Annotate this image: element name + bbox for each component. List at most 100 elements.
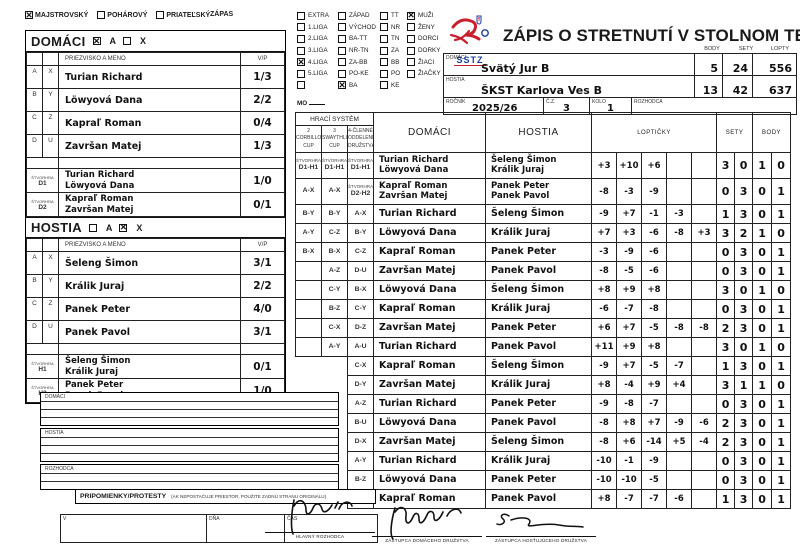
system-code-2: C-Z: [328, 228, 341, 236]
league-option[interactable]: 3.LIGA: [297, 45, 329, 57]
region-option[interactable]: PO-KE: [338, 68, 376, 80]
points-away: 1: [771, 356, 792, 376]
region-option[interactable]: NR-TN: [338, 45, 376, 57]
checkbox-icon[interactable]: [338, 58, 346, 67]
match-type-option[interactable]: POHÁROVÝ: [97, 11, 147, 19]
checkbox-icon[interactable]: [297, 58, 305, 67]
checkbox-icon[interactable]: [297, 34, 305, 43]
checkbox-icon[interactable]: [380, 11, 388, 20]
region-label: VÝCHOD: [349, 23, 376, 31]
doubles-player-2: Završan Matej: [65, 204, 134, 215]
write-line[interactable]: [41, 481, 338, 489]
write-line[interactable]: [41, 417, 338, 425]
league-option[interactable]: 5.LIGA: [297, 68, 329, 80]
checkbox-icon[interactable]: [97, 11, 106, 19]
player-row: C Z Kapraľ Roman 0/4: [26, 111, 285, 135]
checkbox-icon[interactable]: [297, 11, 305, 20]
category-option[interactable]: ŽENY: [407, 22, 441, 34]
checkbox-icon[interactable]: [407, 23, 415, 32]
checkbox-icon[interactable]: [380, 69, 388, 78]
sstz-logo-icon: [449, 15, 489, 45]
checkbox-x-icon[interactable]: [119, 223, 128, 232]
category-option[interactable]: DORCI: [407, 33, 441, 45]
district-option[interactable]: BB: [380, 56, 400, 68]
region-option[interactable]: ZA-BB: [338, 56, 376, 68]
checkbox-icon[interactable]: [407, 11, 415, 20]
region-option[interactable]: ZÁPAD: [338, 10, 376, 22]
checkbox-icon[interactable]: [297, 46, 305, 55]
checkbox-icon[interactable]: [407, 34, 415, 43]
checkbox-icon[interactable]: [338, 34, 346, 43]
checkbox-icon[interactable]: [338, 11, 346, 20]
checkbox-icon[interactable]: [338, 69, 346, 78]
match-type-option[interactable]: PRIATEĽSKÝ: [156, 11, 210, 19]
checkbox-icon[interactable]: [338, 46, 346, 55]
category-option[interactable]: ŽIAČKY: [407, 68, 441, 80]
write-line[interactable]: [41, 453, 338, 461]
league-option[interactable]: 4.LIGA: [297, 56, 329, 68]
district-option[interactable]: PO: [380, 68, 400, 80]
district-option[interactable]: TN: [380, 33, 400, 45]
write-line[interactable]: [41, 401, 338, 409]
checkbox-icon[interactable]: [380, 23, 388, 32]
region-option[interactable]: BA: [338, 80, 376, 92]
checkbox-icon[interactable]: [380, 81, 388, 90]
set-score-1: -10: [591, 451, 618, 471]
checkbox-icon[interactable]: [25, 11, 33, 19]
write-line[interactable]: [41, 473, 338, 481]
region-option[interactable]: BA-TT: [338, 33, 376, 45]
mo-field[interactable]: MO: [297, 99, 325, 107]
write-line[interactable]: [41, 409, 338, 417]
checkbox-icon[interactable]: [380, 46, 388, 55]
category-label: ŽENY: [418, 23, 435, 31]
system-col-swaythling: 3 SWAYTHLING CUP: [321, 125, 348, 153]
checkbox-icon[interactable]: [297, 81, 305, 90]
checkbox-icon[interactable]: [380, 34, 388, 43]
checkbox-a-icon[interactable]: [92, 37, 101, 45]
write-line[interactable]: [41, 445, 338, 453]
checkbox-icon[interactable]: [407, 58, 415, 67]
player-name: Završan Matej: [58, 134, 241, 158]
checkbox-x-icon[interactable]: [123, 37, 132, 45]
hostia-label: HOSTIA: [446, 77, 465, 83]
category-label: MUŽI: [418, 12, 434, 20]
checkbox-icon[interactable]: [380, 58, 388, 67]
district-option[interactable]: NR: [380, 22, 400, 34]
checkbox-icon[interactable]: [297, 23, 305, 32]
set-score-4: -3: [666, 204, 693, 224]
match-type-option[interactable]: MAJSTROVSKÝ: [25, 11, 88, 19]
name-header: PRIEZVISKO A MENO: [58, 238, 241, 252]
league-option[interactable]: EXTRA: [297, 10, 329, 22]
letter-home: D: [26, 320, 43, 344]
league-option[interactable]: [297, 80, 329, 92]
checkbox-icon[interactable]: [407, 46, 415, 55]
set-score-3: -7: [641, 394, 668, 414]
district-option[interactable]: TT: [380, 10, 400, 22]
stvorhra-label: ŠTVORHRA: [296, 157, 322, 163]
sets-home: 3: [716, 152, 736, 179]
league-option[interactable]: 1.LIGA: [297, 22, 329, 34]
category-option[interactable]: DORKY: [407, 45, 441, 57]
set-score-1: +3: [591, 152, 618, 179]
points-home: 1: [752, 280, 773, 300]
write-line[interactable]: [41, 437, 338, 445]
notes-hostia-label: HOSTIA: [45, 430, 64, 436]
checkbox-icon[interactable]: [297, 69, 305, 78]
district-option[interactable]: ZA: [380, 45, 400, 57]
checkbox-icon[interactable]: [338, 81, 346, 90]
match-row: C-X D-Z Završan Matej Panek Peter +6 +7 …: [295, 318, 792, 338]
checkbox-icon[interactable]: [156, 11, 165, 19]
category-option[interactable]: MUŽI: [407, 10, 441, 22]
league-option[interactable]: 2.LIGA: [297, 33, 329, 45]
set-score-2: +8: [616, 413, 643, 433]
checkbox-icon[interactable]: [338, 23, 346, 32]
region-option[interactable]: VÝCHOD: [338, 22, 376, 34]
district-option[interactable]: KE: [380, 80, 400, 92]
category-option[interactable]: ŽIACI: [407, 56, 441, 68]
mo-fill-line[interactable]: [308, 99, 325, 105]
set-score-4: [666, 261, 693, 281]
player-vp: 1/3: [240, 134, 285, 158]
checkbox-a-icon[interactable]: [88, 223, 97, 232]
checkbox-icon[interactable]: [407, 69, 415, 78]
away-player-2: Králik Juraj: [491, 164, 545, 175]
